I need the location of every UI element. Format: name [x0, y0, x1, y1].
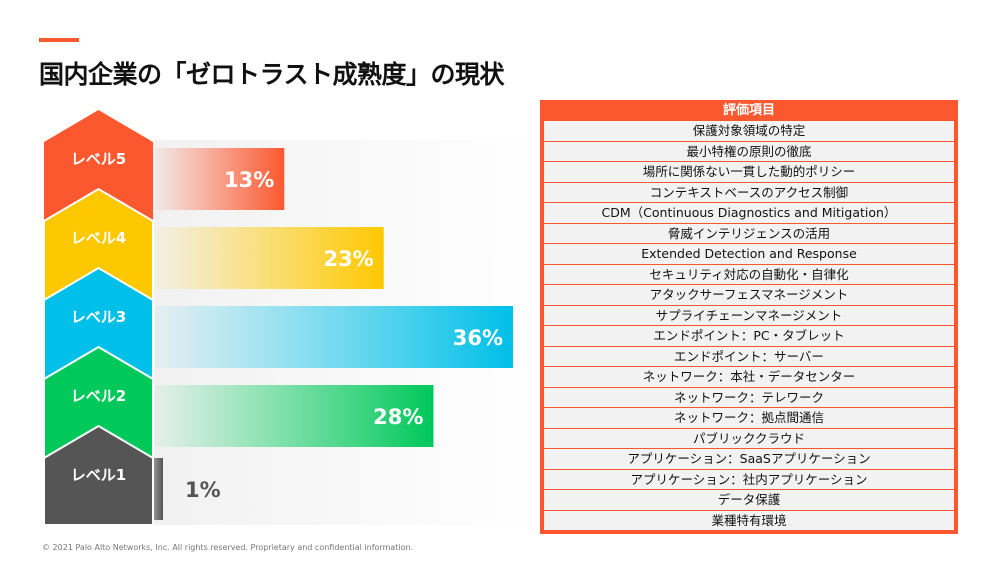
bar [155, 385, 434, 447]
table-row: 保護対象領域の特定 [544, 121, 954, 141]
table-row: CDM（Continuous Diagnostics and Mitigatio… [544, 202, 954, 223]
level-label: レベル2 [71, 387, 126, 405]
table-row: セキュリティ対応の自動化・自律化 [544, 263, 954, 284]
level-label: レベル1 [71, 466, 126, 484]
table-row: アタックサーフェスマネージメント [544, 284, 954, 305]
table-row: ネットワーク：テレワーク [544, 386, 954, 407]
table-row: エンドポイント：サーバー [544, 345, 954, 366]
table-row: コンテキストベースのアクセス制御 [544, 181, 954, 202]
table-row: アプリケーション：社内アプリケーション [544, 468, 954, 489]
bar-value-label: 1% [185, 478, 221, 502]
level-chevron [43, 345, 154, 459]
copyright-footer: © 2021 Palo Alto Networks, Inc. All righ… [42, 543, 414, 552]
table-row: サプライチェーンマネージメント [544, 304, 954, 325]
table-row: ネットワーク：本社・データセンター [544, 366, 954, 387]
bar [155, 306, 513, 368]
table-row: 脅威インテリジェンスの活用 [544, 222, 954, 243]
table-row: 最小特権の原則の徹底 [544, 140, 954, 161]
table-row: ネットワーク：拠点間通信 [544, 407, 954, 428]
table-row: データ保護 [544, 489, 954, 510]
bar [153, 458, 163, 520]
title-accent-line [39, 38, 79, 42]
bar-value-label: 13% [224, 168, 274, 192]
bar-value-label: 23% [323, 247, 373, 271]
evaluation-items-table: 評価項目 保護対象領域の特定 最小特権の原則の徹底 場所に関係ない一貫した動的ポリシ… [540, 100, 958, 534]
level-chevron [43, 424, 154, 526]
table-row: エンドポイント：PC・タブレット [544, 325, 954, 346]
level-chevron [44, 110, 153, 221]
maturity-level-chart: 13% 23% 36% 28% 1% レベル5 レベル4 レベル3 レベル2 レベル1 [43, 110, 538, 526]
table-row: 場所に関係ない一貫した動的ポリシー [544, 161, 954, 182]
level-chevron [43, 266, 154, 380]
table-row: アプリケーション：SaaSアプリケーション [544, 448, 954, 469]
level-label: レベル5 [71, 150, 126, 168]
table-row: 業種特有環境 [544, 509, 954, 530]
table-header: 評価項目 [722, 103, 775, 118]
level-label: レベル4 [71, 229, 126, 247]
bar-value-label: 36% [453, 326, 503, 350]
page-title: 国内企業の「ゼロトラスト成熟度」の現状 [39, 60, 505, 89]
table-row: Extended Detection and Response [544, 243, 954, 264]
bar [155, 227, 384, 289]
level-chevron [43, 187, 154, 301]
bar [155, 148, 285, 210]
bar-value-label: 28% [373, 405, 423, 429]
level-label: レベル3 [71, 308, 126, 326]
table-row: パブリッククラウド [544, 427, 954, 448]
